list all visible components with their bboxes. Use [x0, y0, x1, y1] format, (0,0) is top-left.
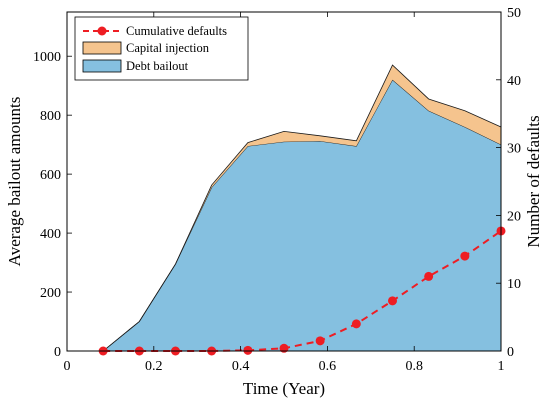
area-debt-bailout [103, 79, 502, 352]
x-tick-label: 0.4 [232, 359, 250, 374]
legend-marker-cumulative-defaults [97, 26, 107, 36]
left-y-tick-label: 1000 [33, 50, 61, 65]
legend-swatch-debt-bailout [82, 59, 122, 73]
left-y-tick-label: 400 [40, 227, 61, 242]
right-y-tick-label: 30 [507, 142, 521, 157]
marker-cumulative-defaults [351, 319, 361, 329]
left-y-tick-label: 200 [40, 286, 61, 301]
marker-cumulative-defaults [460, 251, 470, 261]
marker-cumulative-defaults [388, 296, 397, 306]
legend-swatch-capital-injection [82, 41, 122, 55]
left-y-tick-label: 600 [40, 168, 61, 183]
right-y-tick-label: 50 [507, 6, 521, 21]
area-outline-capital-injection [102, 64, 502, 352]
x-axis-label: Time (Year) [243, 379, 325, 398]
x-tick-label: 1 [498, 359, 505, 374]
right-y-tick-label: 0 [507, 345, 514, 360]
marker-cumulative-defaults [315, 336, 325, 346]
stacked-areas [102, 64, 502, 352]
legend-label-debt-bailout: Debt bailout [126, 59, 189, 73]
x-tick-label: 0.6 [319, 359, 337, 374]
legend-label-cumulative-defaults: Cumulative defaults [126, 24, 227, 38]
plot-frame [66, 11, 502, 352]
legend-label-capital-injection: Capital injection [126, 41, 210, 55]
marker-cumulative-defaults [424, 271, 434, 281]
marker-cumulative-defaults [243, 345, 253, 355]
right-y-tick-label: 40 [507, 74, 521, 89]
left-y-tick-label: 0 [54, 345, 61, 360]
legend: Cumulative defaults Capital injection De… [74, 16, 249, 81]
right-y-tick-label: 10 [507, 277, 521, 292]
x-tick-label: 0 [64, 359, 71, 374]
axis-ticks: 0 0.2 0.4 0.6 0.8 102004006008001000010203040… [33, 6, 521, 374]
x-tick-label: 0.8 [405, 359, 423, 374]
right-y-axis-label: Number of defaults [524, 115, 543, 247]
right-y-tick-label: 20 [507, 209, 521, 224]
x-tick-label: 0.2 [145, 359, 163, 374]
left-y-axis-label: Average bailout amounts [5, 97, 24, 267]
left-y-tick-label: 800 [40, 109, 61, 124]
